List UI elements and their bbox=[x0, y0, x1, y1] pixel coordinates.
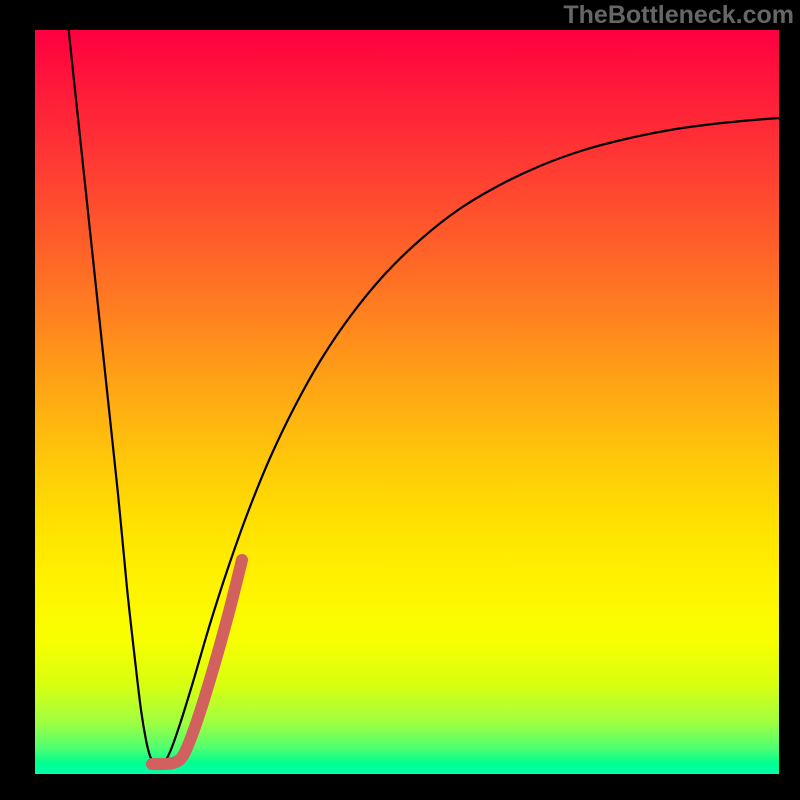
chart-root: TheBottleneck.com bbox=[0, 0, 800, 800]
chart-svg bbox=[0, 0, 800, 800]
watermark-text: TheBottleneck.com bbox=[563, 1, 794, 30]
plot-background bbox=[35, 30, 779, 774]
